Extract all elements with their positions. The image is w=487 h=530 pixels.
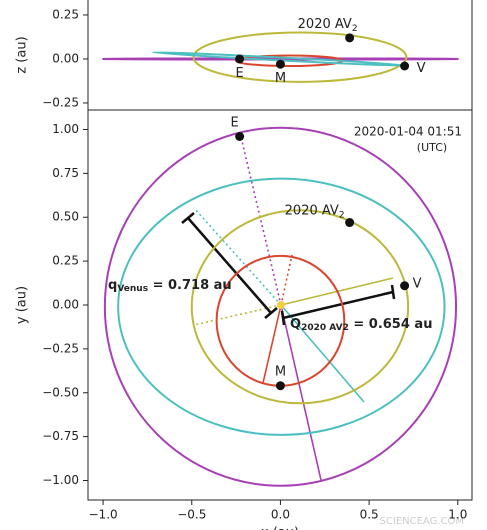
x-tick-label: 0.5 [360,508,379,522]
planet [345,33,355,43]
timezone: (UTC) [417,141,447,154]
label-text: E [236,65,244,80]
label-sub: 2 [339,210,345,220]
ann-sub: Venus [117,284,148,294]
y-tick-label: −0.25 [42,341,79,355]
y-tick-label: −0.50 [42,385,79,399]
y-tick-label: −0.75 [42,429,79,443]
y-tick-label: 0.75 [52,166,79,180]
annotation: qVenus = 0.718 au [108,278,232,294]
orbit [103,126,458,487]
y-axis-label: y (au) [15,286,30,324]
planet [275,59,285,69]
y-axis-label: z (au) [15,36,30,73]
y-tick-label: 0.00 [52,298,79,312]
orbit [192,31,408,83]
planet-label: V [417,61,426,76]
planet [235,54,245,64]
ann-sub: 2020 AV2 [301,323,349,333]
planet [345,218,355,228]
label-text: 2020 AV [298,16,352,31]
y-tick-label: 0.00 [52,51,79,65]
planet-label: M [275,364,286,379]
ann-rest: = 0.718 au [148,278,232,293]
ann-main: q [108,278,117,293]
y-tick-label: 0.25 [52,7,79,21]
x-tick-label: −0.5 [177,508,206,522]
y-tick-label: 0.25 [52,254,79,268]
orbit [190,209,410,405]
planet-label: E [236,65,244,80]
label-text: 2020 AV [285,203,339,218]
timestamp: 2020-01-04 01:51 [354,125,462,139]
ann-rest: = 0.654 au [349,317,433,332]
watermark: SCIENCEAG.COM [380,516,464,527]
label-text: M [275,364,286,379]
planet-label: E [231,115,239,130]
planet-label: M [275,71,286,86]
label-sub: 2 [352,23,358,33]
radial-lines [193,136,394,481]
orbit [117,177,446,436]
x-tick-label: 0.0 [271,508,290,522]
planet-label: 2020 AV2 [285,203,345,220]
y-tick-label: 1.00 [52,122,79,136]
label-text: M [275,71,286,86]
distance-bars [181,212,396,326]
x-tick-label: 1.0 [448,508,467,522]
planet [275,381,285,391]
x-axis-label: x (au) [261,526,299,530]
planet-label: V [413,276,422,291]
x-tick-label: −1.0 [89,508,118,522]
y-tick-label: −0.25 [42,95,79,109]
label-text: V [417,61,426,76]
planet [400,281,410,291]
label-text: V [413,276,422,291]
planet [400,61,410,71]
sun [277,301,285,309]
annotation: Q2020 AV2 = 0.654 au [290,317,432,333]
ann-main: Q [290,317,301,332]
y-tick-label: 0.50 [52,210,79,224]
label-text: E [231,115,239,130]
planet [235,132,245,142]
y-tick-label: −1.00 [42,473,79,487]
planet-label: 2020 AV2 [298,16,358,33]
